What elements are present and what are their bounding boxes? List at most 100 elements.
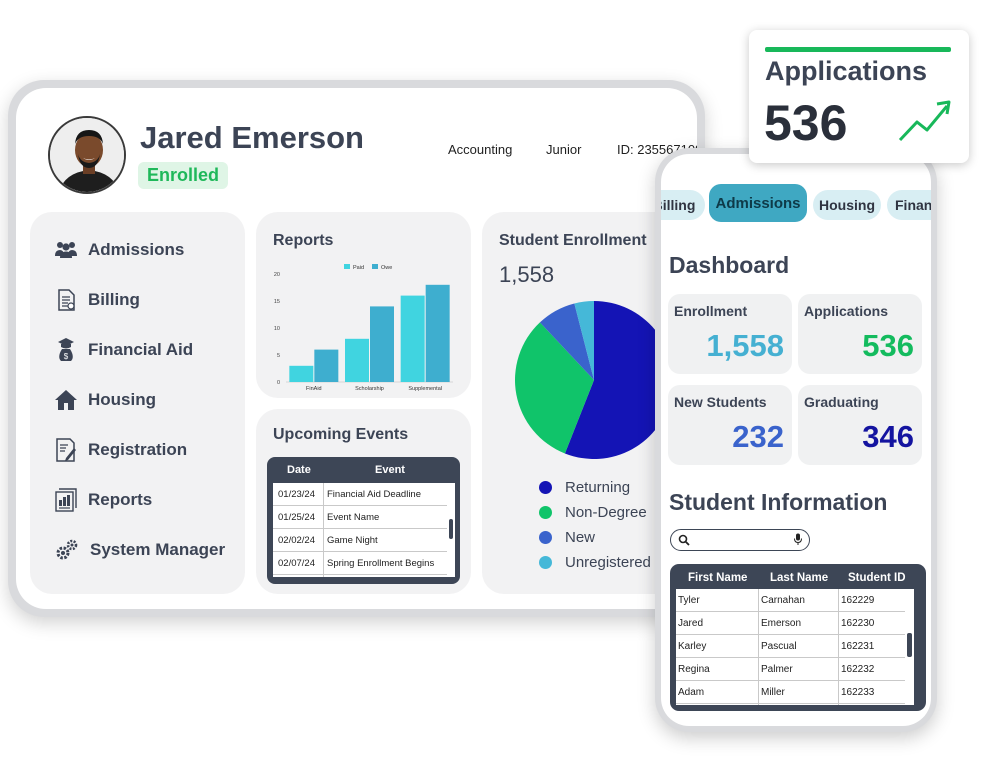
menu-item-registration[interactable]: Registration bbox=[54, 435, 187, 465]
table-row[interactable]: 02/07/24 Spring Enrollment Begins bbox=[273, 552, 455, 575]
stat-label: Applications bbox=[804, 303, 889, 319]
menu-item-housing[interactable]: Housing bbox=[54, 385, 156, 415]
table-row[interactable]: Adam Miller 162233 bbox=[676, 681, 914, 704]
dashboard-title: Dashboard bbox=[669, 252, 790, 278]
menu-item-financial-aid[interactable]: $ Financial Aid bbox=[54, 335, 193, 365]
stat-value: 346 bbox=[862, 419, 914, 454]
stat-card-applications[interactable]: Applications 536 bbox=[798, 294, 922, 374]
column-divider bbox=[838, 589, 839, 705]
applications-summary-card: Applications 536 bbox=[749, 30, 969, 163]
first-name-cell: Jared bbox=[678, 618, 704, 629]
legend-label: Non-Degree bbox=[565, 503, 647, 521]
stat-card-enrollment[interactable]: Enrollment 1,558 bbox=[668, 294, 792, 374]
scrollbar-thumb[interactable] bbox=[449, 519, 453, 539]
first-name-cell: Adam bbox=[678, 687, 705, 698]
stat-card-new-students[interactable]: New Students 232 bbox=[668, 385, 792, 465]
menu-item-label: System Manager bbox=[90, 540, 226, 559]
menu-item-reports[interactable]: Reports bbox=[54, 485, 152, 515]
stat-label: Graduating bbox=[804, 394, 879, 410]
enrollment-total: 1,558 bbox=[499, 262, 555, 287]
event-date: 01/23/24 bbox=[278, 489, 315, 500]
y-tick-label: 20 bbox=[274, 272, 280, 278]
student-year: Junior bbox=[546, 142, 582, 157]
document-icon bbox=[58, 289, 75, 311]
legend-label: New bbox=[565, 528, 596, 546]
events-scrollbar[interactable] bbox=[447, 483, 455, 577]
menu-item-admissions[interactable]: Admissions bbox=[54, 235, 184, 265]
enrollment-title: Student Enrollment bbox=[499, 232, 647, 249]
first-name-cell: Karley bbox=[678, 641, 707, 652]
menu-item-label: Reports bbox=[88, 490, 153, 509]
sidebar-menu: Admissions Billing $ Financial Aid Housi… bbox=[30, 212, 245, 594]
bar-paid bbox=[345, 338, 369, 382]
menu-item-billing[interactable]: Billing bbox=[54, 285, 140, 315]
table-row[interactable]: Regina Palmer 162232 bbox=[676, 658, 914, 681]
y-tick-label: 0 bbox=[277, 380, 280, 386]
last-name-cell: Palmer bbox=[761, 664, 793, 675]
event-name: Spring Enrollment Begins bbox=[327, 558, 435, 569]
table-row[interactable]: 01/25/24 Event Name bbox=[273, 506, 455, 529]
bar-paid bbox=[400, 295, 425, 382]
table-row[interactable]: 01/23/24 Financial Aid Deadline bbox=[273, 483, 455, 506]
event-date: 01/25/24 bbox=[278, 512, 315, 523]
legend-swatch bbox=[344, 264, 350, 269]
event-date: 02/07/24 bbox=[278, 558, 315, 569]
table-row[interactable]: Karley Pascual 162231 bbox=[676, 635, 914, 658]
svg-text:$: $ bbox=[64, 352, 69, 361]
last-name-cell: Emerson bbox=[761, 618, 802, 629]
stat-label: New Students bbox=[674, 394, 767, 410]
legend-item-returning: Returning bbox=[539, 477, 630, 497]
tab-housing[interactable]: Housing bbox=[813, 190, 881, 220]
table-row[interactable]: 02/02/24 Game Night bbox=[273, 529, 455, 552]
x-tick-label: Supplemental bbox=[408, 386, 442, 392]
student-table-scrollbar[interactable] bbox=[905, 589, 914, 705]
table-row[interactable]: Jared Emerson 162230 bbox=[676, 612, 914, 635]
legend-dot bbox=[539, 505, 552, 519]
menu-item-label: Registration bbox=[88, 440, 188, 459]
search-icon bbox=[678, 534, 690, 546]
event-name: Financial Aid Deadline bbox=[327, 489, 422, 500]
menu-item-label: Admissions bbox=[88, 240, 185, 259]
menu-item-system-manager[interactable]: System Manager bbox=[54, 535, 225, 565]
enrollment-pie-chart bbox=[515, 301, 674, 459]
phone-device: Billing Admissions Housing Financial Aid… bbox=[655, 148, 937, 732]
scrollbar-thumb[interactable] bbox=[907, 633, 912, 657]
bar-owe bbox=[314, 349, 339, 382]
tab-admissions[interactable]: Admissions bbox=[709, 184, 807, 222]
stat-value: 232 bbox=[732, 419, 784, 454]
student-name: Jared Emerson bbox=[140, 120, 364, 155]
reports-title: Reports bbox=[273, 232, 334, 249]
pie-slice-unregistered bbox=[574, 301, 594, 380]
table-row[interactable]: Tyler Carnahan 162229 bbox=[676, 589, 914, 612]
trend-up-icon bbox=[898, 100, 951, 142]
y-tick-label: 10 bbox=[274, 326, 280, 332]
last-name-cell: Miller bbox=[761, 687, 785, 698]
first-name-cell: Regina bbox=[678, 664, 710, 675]
x-tick-label: FinAid bbox=[306, 386, 322, 392]
legend-label: Returning bbox=[565, 478, 631, 496]
stat-card-graduating[interactable]: Graduating 346 bbox=[798, 385, 922, 465]
legend-dot bbox=[539, 555, 552, 569]
first-name-cell: Tyler bbox=[678, 595, 700, 606]
avatar bbox=[48, 116, 126, 194]
applications-value: 536 bbox=[764, 95, 848, 151]
tab-financial-aid[interactable]: Financial Aid bbox=[887, 190, 931, 220]
legend-item-non-degree: Non-Degree bbox=[539, 502, 647, 522]
enrollment-status-badge: Enrolled bbox=[138, 162, 229, 189]
events-table: Date Event 01/23/24 Financial Aid Deadlin… bbox=[267, 457, 460, 584]
legend-item-new: New bbox=[539, 527, 595, 547]
tab-billing[interactable]: Billing bbox=[661, 190, 705, 220]
accent-bar bbox=[765, 47, 951, 52]
y-tick-label: 5 bbox=[277, 353, 280, 359]
tablet-screen: Jared Emerson Enrolled Accounting Junior… bbox=[16, 88, 697, 609]
student-profile-header: Jared Emerson Enrolled Accounting Junior… bbox=[40, 108, 697, 208]
stat-value: 1,558 bbox=[706, 328, 784, 363]
column-divider bbox=[758, 589, 759, 705]
legend-dot bbox=[539, 530, 552, 544]
last-name-cell: Carnahan bbox=[761, 595, 805, 606]
microphone-icon[interactable] bbox=[793, 533, 803, 546]
reports-bar-chart: 0 5 10 15 20 FinAid Scholarship Supplemental Pai… bbox=[274, 264, 453, 392]
student-search-input[interactable] bbox=[670, 529, 810, 551]
tab-label: Financial Aid bbox=[895, 197, 931, 213]
menu-item-label: Housing bbox=[88, 390, 156, 409]
